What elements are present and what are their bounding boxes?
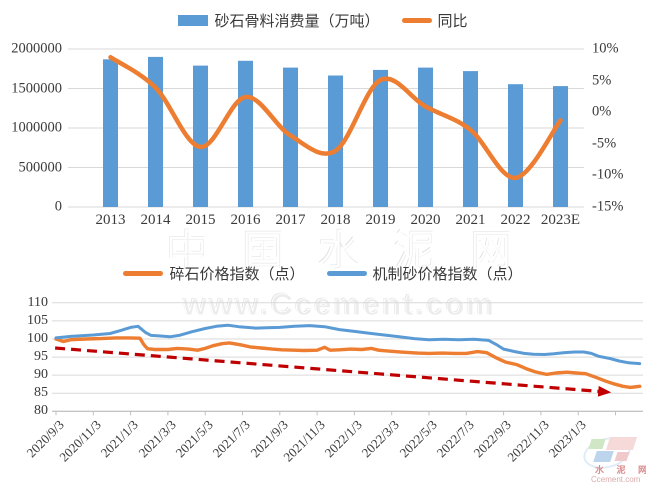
consumption-bar bbox=[148, 56, 163, 208]
crushed-stone-index-line bbox=[54, 336, 642, 390]
consumption-legend: 砂石骨料消费量（万吨） 同比 bbox=[0, 10, 646, 31]
consumption-bar bbox=[418, 67, 433, 207]
consumption-legend-swatch bbox=[178, 15, 209, 26]
consumption-bar bbox=[553, 86, 568, 207]
logo-name: 水 泥 网 bbox=[595, 465, 646, 475]
consumption-bar bbox=[193, 65, 208, 207]
consumption-legend-label: 砂石骨料消费量（万吨） bbox=[214, 13, 380, 30]
crushed-stone-legend-swatch bbox=[123, 271, 164, 276]
price-index-legend: 碎石价格指数（点） 机制砂价格指数（点） bbox=[0, 263, 646, 284]
machine-sand-legend-swatch bbox=[326, 271, 367, 276]
logo-site: Ccement.com bbox=[591, 475, 641, 484]
consumption-bar bbox=[373, 69, 388, 208]
watermark-url: www.Ccement.com bbox=[182, 287, 497, 323]
crushed-stone-legend-label: 碎石价格指数（点） bbox=[169, 266, 305, 283]
price-trendline bbox=[54, 346, 612, 397]
consumption-bar bbox=[508, 84, 523, 207]
consumption-bar bbox=[463, 71, 478, 207]
machine-sand-legend-label: 机制砂价格指数（点） bbox=[372, 266, 523, 283]
price-index-chart bbox=[52, 302, 643, 416]
consumption-chart bbox=[68, 48, 584, 208]
watermark-title: 中国水泥网 bbox=[166, 228, 548, 276]
ccement-logo: 水 泥 网 Ccement.com bbox=[580, 432, 646, 486]
machine-sand-index-line bbox=[54, 323, 642, 366]
consumption-bar bbox=[103, 59, 118, 207]
yoy-legend-swatch bbox=[401, 18, 432, 23]
yoy-line bbox=[108, 54, 563, 181]
consumption-bar bbox=[328, 75, 343, 207]
yoy-legend-label: 同比 bbox=[437, 13, 468, 30]
consumption-bar bbox=[238, 60, 253, 207]
